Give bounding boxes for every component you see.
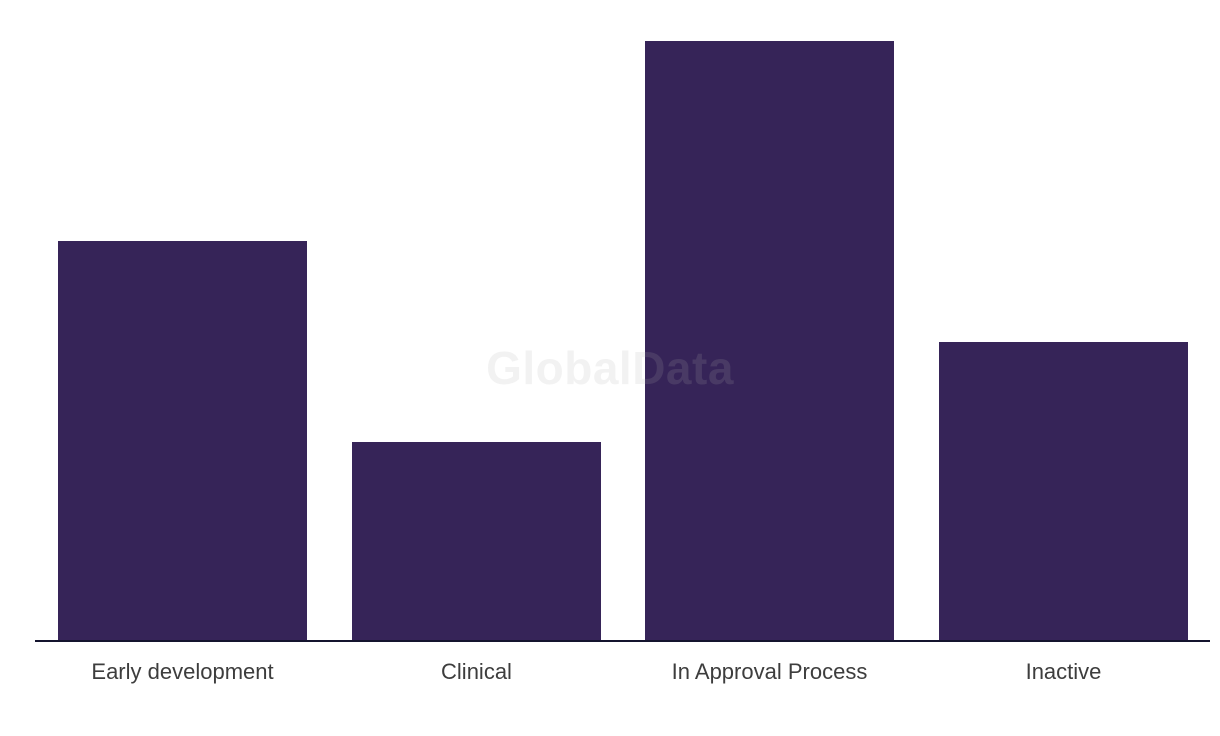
x-axis-label-inactive: Inactive bbox=[1025, 659, 1102, 684]
bar-in-approval-process[interactable] bbox=[645, 41, 894, 640]
bar-early-development[interactable] bbox=[58, 241, 307, 640]
x-axis-line bbox=[35, 640, 1210, 642]
x-axis-label-clinical: Clinical bbox=[441, 659, 512, 684]
x-axis-label-early-development: Early development bbox=[91, 659, 274, 684]
bar-inactive[interactable] bbox=[939, 342, 1188, 640]
bar-clinical[interactable] bbox=[352, 442, 601, 640]
x-axis-label-in-approval-process: In Approval Process bbox=[671, 659, 868, 684]
